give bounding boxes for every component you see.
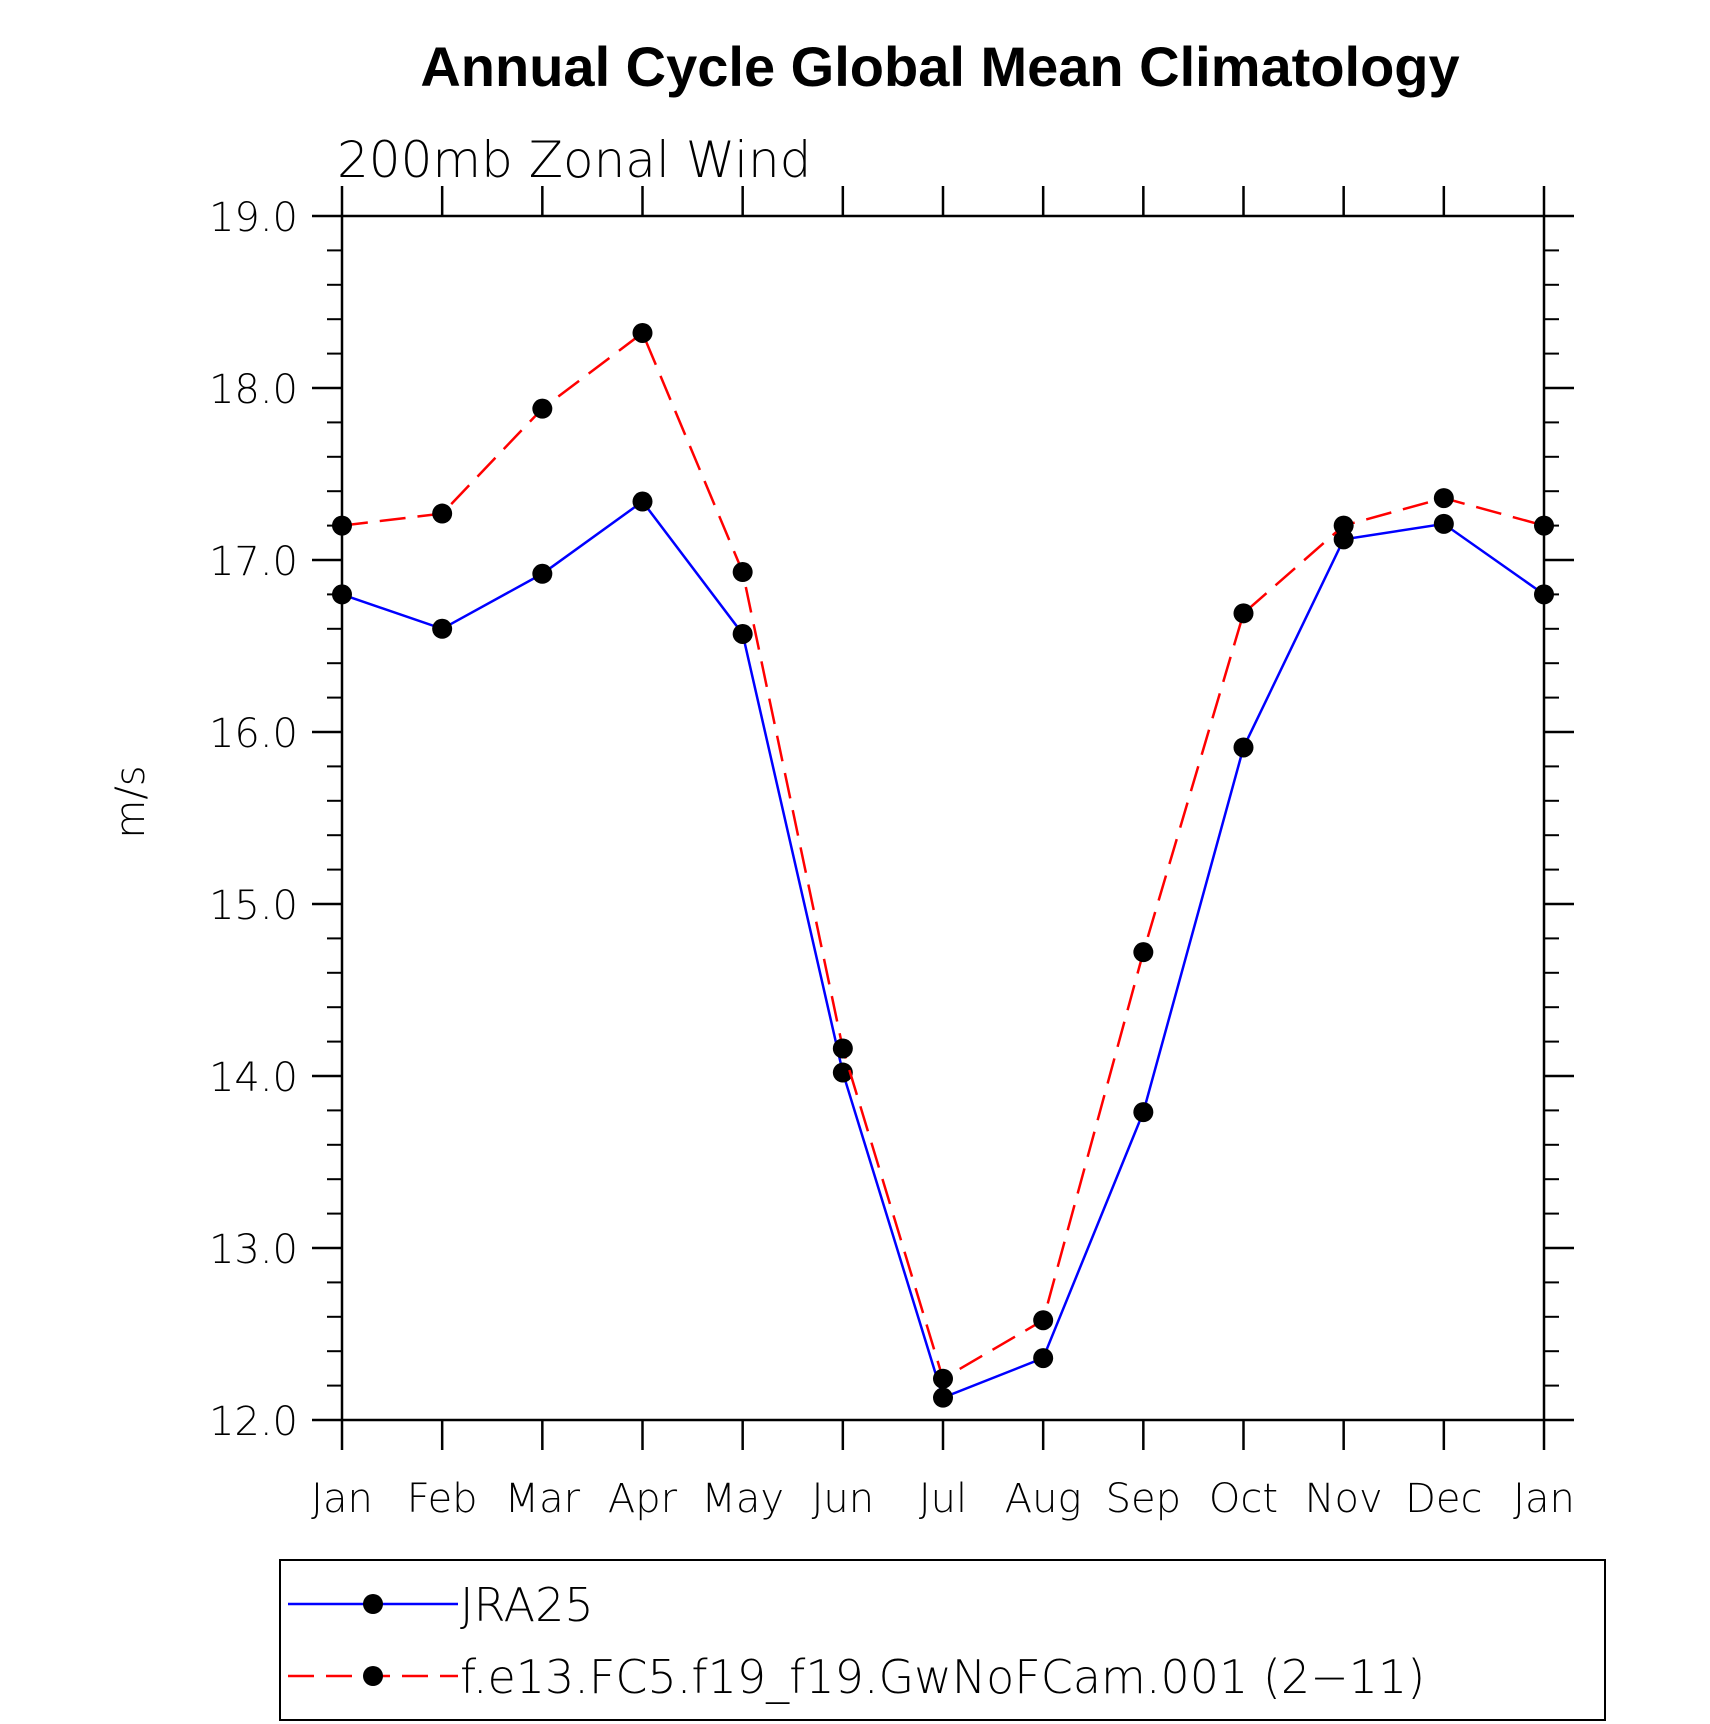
- series-layer: [332, 322, 1554, 1408]
- data-point: [1233, 737, 1254, 758]
- x-tick-label: Jan: [1513, 1476, 1575, 1522]
- plot-frame: [340, 214, 1546, 1422]
- chart-subtitle: 200mb Zonal Wind: [337, 131, 811, 189]
- legend-label-jra25: JRA25: [460, 1578, 594, 1632]
- data-point: [332, 515, 352, 536]
- x-tick-label: Feb: [407, 1476, 478, 1522]
- data-point: [1233, 603, 1254, 624]
- series-line: [341, 330, 1545, 1381]
- data-point: [1433, 488, 1454, 509]
- legend-marker-model: [363, 1666, 383, 1686]
- series-jra25: [332, 491, 1554, 1408]
- data-point: [732, 562, 753, 583]
- data-point: [532, 563, 553, 584]
- data-point: [432, 618, 453, 639]
- legend-marker-jra25: [363, 1594, 383, 1614]
- y-tick-label: 13.0: [209, 1227, 298, 1273]
- data-point: [632, 491, 653, 512]
- data-point: [1534, 515, 1554, 536]
- data-point: [933, 1368, 953, 1389]
- data-point: [1433, 513, 1454, 534]
- x-tick-label: Mar: [505, 1476, 581, 1522]
- series-model: [332, 322, 1554, 1389]
- data-point: [532, 398, 553, 419]
- x-tick-label: Nov: [1305, 1476, 1383, 1522]
- data-point: [1133, 1102, 1154, 1123]
- legend-box: [279, 1559, 1606, 1721]
- x-tick-label: Jun: [812, 1476, 875, 1522]
- data-point: [432, 503, 453, 524]
- y-tick-label: 16.0: [209, 711, 298, 757]
- data-point: [1033, 1348, 1054, 1369]
- y-tick-label: 14.0: [209, 1055, 298, 1101]
- axis-ticks: [312, 186, 1574, 1450]
- x-tick-label: May: [701, 1476, 784, 1522]
- x-tick-label: Jan: [311, 1476, 373, 1522]
- legend: JRA25 f.e13.FC5.f19_f19.GwNoFCam.001 (2−…: [279, 1559, 1606, 1721]
- data-point: [1534, 584, 1554, 605]
- data-point: [933, 1387, 953, 1408]
- data-point: [832, 1038, 853, 1059]
- x-tick-labels: Jan Feb Mar Apr May Jun Jul Aug Sep Oct Nov Dec Jan: [311, 1476, 1575, 1522]
- x-tick-label: Oct: [1209, 1476, 1278, 1522]
- y-tick-label: 18.0: [209, 367, 298, 413]
- y-tick-label: 12.0: [209, 1399, 298, 1445]
- data-point: [732, 623, 753, 644]
- chart-title: Annual Cycle Global Mean Climatology: [420, 35, 1459, 98]
- x-tick-label: Aug: [1005, 1476, 1082, 1522]
- data-point: [332, 584, 352, 605]
- y-tick-label: 19.0: [209, 195, 298, 241]
- y-tick-labels: 12.0 13.0 14.0 15.0 16.0 17.0 18.0 19.0: [209, 195, 298, 1445]
- data-point: [1333, 529, 1354, 550]
- data-point: [832, 1062, 853, 1083]
- series-line: [341, 499, 1545, 1400]
- x-tick-label: Dec: [1405, 1476, 1482, 1522]
- x-tick-label: Jul: [919, 1476, 967, 1522]
- y-tick-label: 15.0: [209, 883, 298, 929]
- y-axis-label: m/s: [108, 765, 154, 838]
- data-point: [1133, 942, 1154, 963]
- x-tick-label: Sep: [1106, 1476, 1181, 1522]
- data-point: [632, 322, 653, 343]
- y-tick-label: 17.0: [209, 539, 298, 585]
- legend-label-model: f.e13.FC5.f19_f19.GwNoFCam.001 (2−11): [460, 1650, 1425, 1704]
- data-point: [1033, 1310, 1054, 1331]
- x-tick-label: Apr: [608, 1476, 678, 1522]
- data-point: [1333, 515, 1354, 536]
